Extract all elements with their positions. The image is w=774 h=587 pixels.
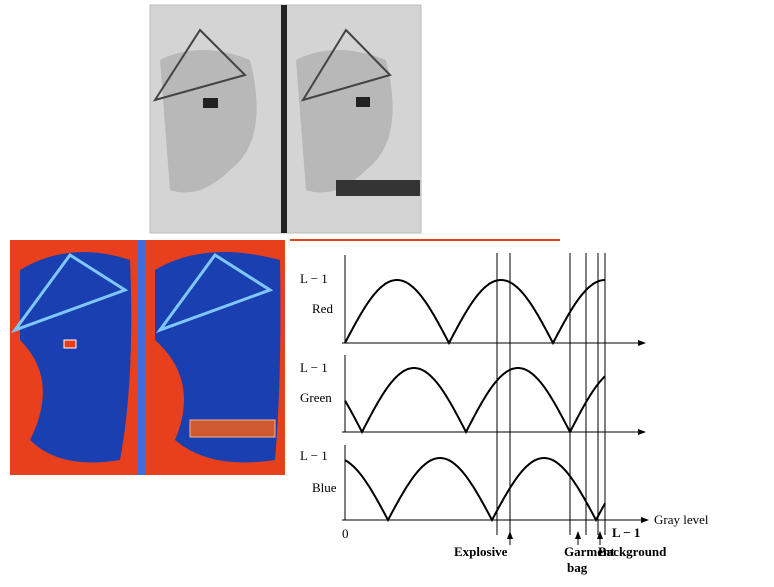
shape	[203, 98, 218, 108]
shape	[336, 180, 420, 196]
shape	[10, 252, 129, 334]
transform-curve	[344, 457, 606, 523]
max-label: L − 1	[300, 360, 328, 375]
shape	[20, 252, 132, 463]
marker-label: Background	[598, 544, 667, 559]
channel-label: Red	[312, 301, 333, 316]
shape	[281, 5, 287, 233]
shape	[138, 240, 145, 475]
shape	[152, 28, 247, 102]
marker-label: Garment	[564, 544, 615, 559]
shape	[296, 50, 393, 193]
shape	[155, 252, 274, 334]
transform-curve	[344, 367, 606, 435]
xray-color	[10, 240, 285, 475]
xray-gray	[149, 4, 422, 234]
shape	[300, 28, 392, 102]
transform-curve	[344, 279, 605, 346]
x-axis-label: Gray level	[654, 512, 709, 527]
shape	[189, 419, 276, 438]
channel-label: Blue	[312, 480, 337, 495]
marker-label: bag	[567, 560, 588, 575]
x-max-label: L − 1	[612, 525, 640, 540]
channel-label: Green	[300, 390, 332, 405]
transform-plots: L − 1 Red L − 1 Green L − 1 Blue 0 Gray …	[300, 253, 709, 575]
marker-label: Explosive	[454, 544, 508, 559]
shape	[63, 339, 77, 349]
shape	[155, 252, 281, 463]
origin-label: 0	[342, 526, 349, 541]
max-label: L − 1	[300, 448, 328, 463]
shape	[160, 50, 257, 193]
shape	[356, 97, 370, 107]
max-label: L − 1	[300, 271, 328, 286]
